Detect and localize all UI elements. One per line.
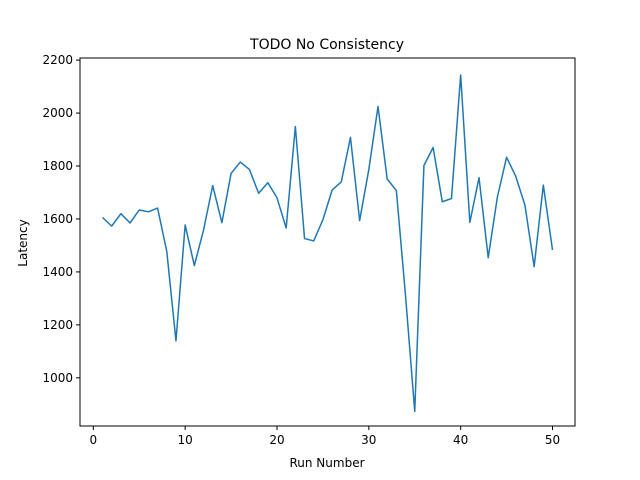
y-tick-label: 2200: [42, 53, 73, 67]
x-tick-label: 0: [89, 433, 97, 447]
y-tick-label: 1800: [42, 159, 73, 173]
y-tick-label: 1400: [42, 265, 73, 279]
axes-frame: [79, 57, 576, 427]
y-tick-label: 1600: [42, 212, 73, 226]
y-axis-label: Latency: [16, 219, 30, 266]
y-tick-label: 1200: [42, 318, 73, 332]
x-tick-label: 10: [178, 433, 193, 447]
plot-area: [101, 74, 554, 413]
x-tick-label: 20: [269, 433, 284, 447]
y-tick-label: 2000: [42, 106, 73, 120]
chart-title: TODO No Consistency: [249, 37, 404, 53]
latency-series-line: [101, 74, 554, 413]
x-tick-label: 30: [361, 433, 376, 447]
x-tick-label: 40: [453, 433, 468, 447]
x-tick-label: 50: [545, 433, 560, 447]
x-axis-label: Run Number: [289, 456, 364, 470]
y-tick-label: 1000: [42, 371, 73, 385]
